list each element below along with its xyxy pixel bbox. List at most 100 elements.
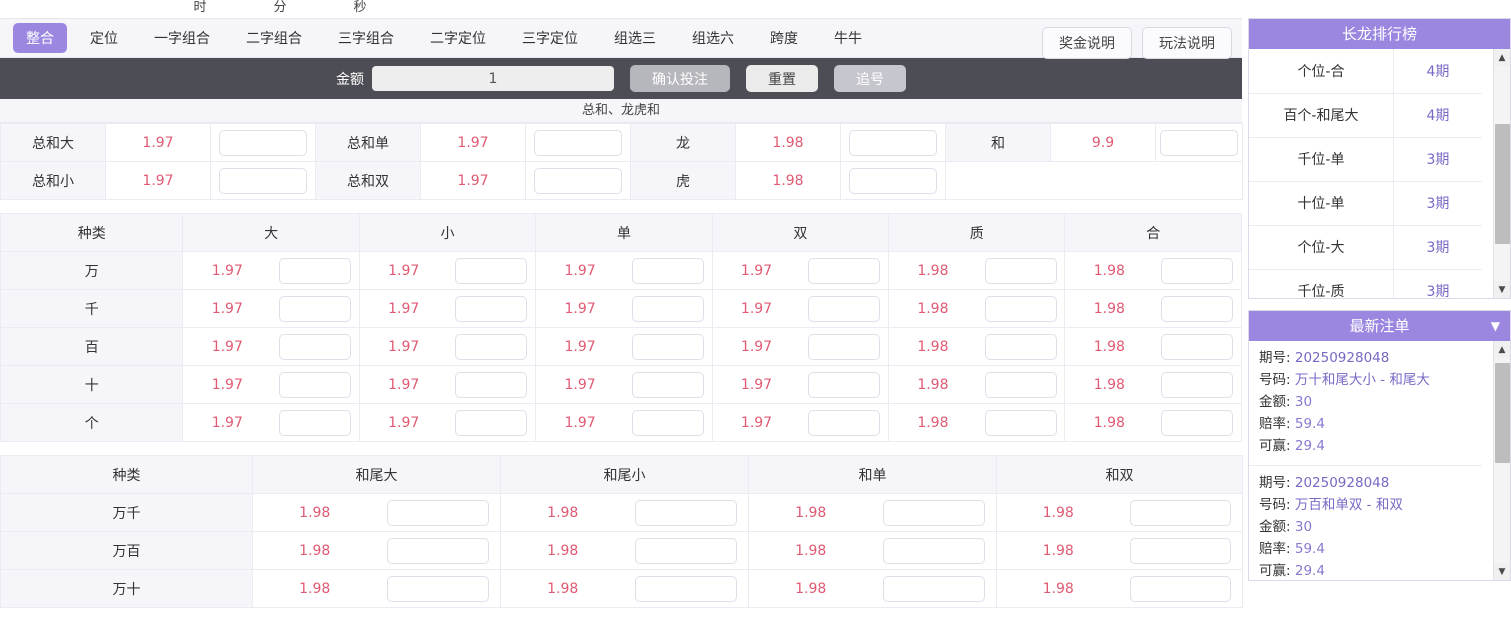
stake-input-bai-xiao[interactable] <box>455 333 528 360</box>
tab-sanzizuhe[interactable]: 三字组合 <box>338 31 394 47</box>
stake-input-wan-zhi[interactable] <box>984 257 1057 284</box>
stake-input-wan-dan[interactable] <box>631 257 704 284</box>
stake-input-qian-zhi[interactable] <box>984 295 1057 322</box>
stake-input-bai-zhi[interactable] <box>984 333 1057 360</box>
stake-input-wan-he[interactable] <box>1161 257 1234 284</box>
stake-input-shi-zhi[interactable] <box>984 371 1057 398</box>
bet-name-zonghe-shuang[interactable]: 总和双 <box>315 161 421 200</box>
stake-input-wanqian-hedan[interactable] <box>883 499 986 526</box>
cell-wan-he <box>1153 251 1243 290</box>
latest-bets-scrollbar[interactable]: ▲ ▼ <box>1493 341 1510 580</box>
stake-input-ge-da[interactable] <box>279 409 351 436</box>
stake-input-wanbai-heshuang[interactable] <box>1130 537 1232 564</box>
stake-input-ge-he[interactable] <box>1161 409 1234 436</box>
table-header-row: 种类 大 小 单 双 质 合 <box>0 213 1242 252</box>
stake-input-wanshi-heweixiao[interactable] <box>635 575 738 602</box>
tab-kuadu[interactable]: 跨度 <box>770 31 798 47</box>
stake-input-wan-shuang[interactable] <box>808 257 881 284</box>
list-item[interactable]: 百个-和尾大 4期 <box>1249 93 1482 138</box>
stake-input-wanshi-heweida[interactable] <box>387 575 490 602</box>
list-item[interactable]: 个位-大 3期 <box>1249 225 1482 270</box>
stake-input-qian-dan[interactable] <box>631 295 704 322</box>
tab-erzizuhe[interactable]: 二字组合 <box>246 31 302 47</box>
tab-yizizuhe[interactable]: 一字组合 <box>154 31 210 47</box>
stake-input-qian-shuang[interactable] <box>808 295 881 322</box>
stake-input-zonghe-dan[interactable] <box>534 129 622 156</box>
bet-name-he[interactable]: 和 <box>945 123 1051 162</box>
list-item[interactable]: 千位-单 3期 <box>1249 137 1482 182</box>
tab-niuniu[interactable]: 牛牛 <box>834 31 862 47</box>
stake-input-shi-da[interactable] <box>279 371 351 398</box>
stake-input-wanqian-heweida[interactable] <box>387 499 490 526</box>
list-item[interactable]: 期号: 20250928048 号码: 万百和单双 - 和双 金额: 30 赔率… <box>1249 466 1482 580</box>
stake-input-shi-shuang[interactable] <box>808 371 881 398</box>
chevron-down-icon[interactable]: ▼ <box>1490 319 1500 333</box>
stake-input-shi-dan[interactable] <box>631 371 704 398</box>
stake-input-hu[interactable] <box>849 167 937 194</box>
stake-input-wanbai-heweixiao[interactable] <box>635 537 738 564</box>
scroll-down-arrow-icon[interactable]: ▼ <box>1493 563 1510 580</box>
stake-input-bai-he[interactable] <box>1161 333 1234 360</box>
list-item[interactable]: 十位-单 3期 <box>1249 181 1482 226</box>
rank-periods-3: 3期 <box>1393 181 1482 226</box>
stake-input-zonghe-xiao[interactable] <box>219 167 307 194</box>
scroll-down-arrow-icon[interactable]: ▼ <box>1493 281 1510 298</box>
stake-input-bai-da[interactable] <box>279 333 351 360</box>
cell-ge-zhi <box>976 403 1066 442</box>
bet-name-zonghe-dan[interactable]: 总和单 <box>315 123 421 162</box>
reset-button[interactable]: 重置 <box>746 65 818 92</box>
bonus-info-button[interactable]: 奖金说明 <box>1042 27 1132 59</box>
tab-zuxuanliu[interactable]: 组选六 <box>692 31 734 47</box>
odds-shi-da: 1.97 <box>182 365 272 404</box>
stake-input-wanbai-heweida[interactable] <box>387 537 490 564</box>
rules-info-button[interactable]: 玩法说明 <box>1142 27 1232 59</box>
list-item[interactable]: 千位-质 3期 <box>1249 269 1482 298</box>
stake-input-qian-da[interactable] <box>279 295 351 322</box>
stake-input-zonghe-da[interactable] <box>219 129 307 156</box>
stake-input-shi-he[interactable] <box>1161 371 1234 398</box>
stake-input-bai-dan[interactable] <box>631 333 704 360</box>
stake-input-he[interactable] <box>1160 129 1238 156</box>
stake-input-wan-xiao[interactable] <box>455 257 528 284</box>
stake-input-qian-xiao[interactable] <box>455 295 528 322</box>
list-item[interactable]: 个位-合 4期 <box>1249 49 1482 94</box>
stake-input-ge-dan[interactable] <box>631 409 704 436</box>
list-item[interactable]: 期号: 20250928048 号码: 万十和尾大小 - 和尾大 金额: 30 … <box>1249 341 1482 466</box>
tab-zuxuansan[interactable]: 组选三 <box>614 31 656 47</box>
amount-input[interactable] <box>372 66 614 91</box>
stake-input-bai-shuang[interactable] <box>808 333 881 360</box>
col-header-zhi: 质 <box>888 213 1066 252</box>
confirm-bet-button[interactable]: 确认投注 <box>630 65 730 92</box>
stake-input-zonghe-shuang[interactable] <box>534 167 622 194</box>
tab-zhenghe[interactable]: 整合 <box>13 23 67 53</box>
stake-input-wanshi-hedan[interactable] <box>883 575 986 602</box>
odds-ge-xiao: 1.97 <box>358 403 448 442</box>
stake-input-ge-shuang[interactable] <box>808 409 881 436</box>
stake-input-ge-zhi[interactable] <box>984 409 1057 436</box>
cell-wanbai-hedan <box>872 531 997 570</box>
scrollbar-thumb[interactable] <box>1494 363 1510 463</box>
tab-erzidingwei[interactable]: 二字定位 <box>430 31 486 47</box>
stake-input-ge-xiao[interactable] <box>455 409 528 436</box>
bet-name-zonghe-da[interactable]: 总和大 <box>0 123 106 162</box>
stake-input-wanshi-heshuang[interactable] <box>1130 575 1232 602</box>
scrollbar-thumb[interactable] <box>1494 124 1510 244</box>
bet-name-hu[interactable]: 虎 <box>630 161 736 200</box>
chase-bet-button[interactable]: 追号 <box>834 65 906 92</box>
scroll-up-arrow-icon[interactable]: ▲ <box>1493 49 1510 66</box>
tab-dingwei[interactable]: 定位 <box>90 31 118 47</box>
stake-input-shi-xiao[interactable] <box>455 371 528 398</box>
stake-input-wanqian-heweixiao[interactable] <box>635 499 738 526</box>
stake-input-long[interactable] <box>849 129 937 156</box>
stake-input-wanbai-hedan[interactable] <box>883 537 986 564</box>
stake-input-wanqian-heshuang[interactable] <box>1130 499 1232 526</box>
bet-name-long[interactable]: 龙 <box>630 123 736 162</box>
tab-sanzidingwei[interactable]: 三字定位 <box>522 31 578 47</box>
stake-input-wan-da[interactable] <box>279 257 351 284</box>
dragon-rank-scrollbar[interactable]: ▲ ▼ <box>1493 49 1510 298</box>
rank-label-4: 个位-大 <box>1249 225 1394 270</box>
scroll-up-arrow-icon[interactable]: ▲ <box>1493 341 1510 358</box>
bet-name-zonghe-xiao[interactable]: 总和小 <box>0 161 106 200</box>
odds-wanshi-heweida: 1.98 <box>252 569 377 608</box>
stake-input-qian-he[interactable] <box>1161 295 1234 322</box>
